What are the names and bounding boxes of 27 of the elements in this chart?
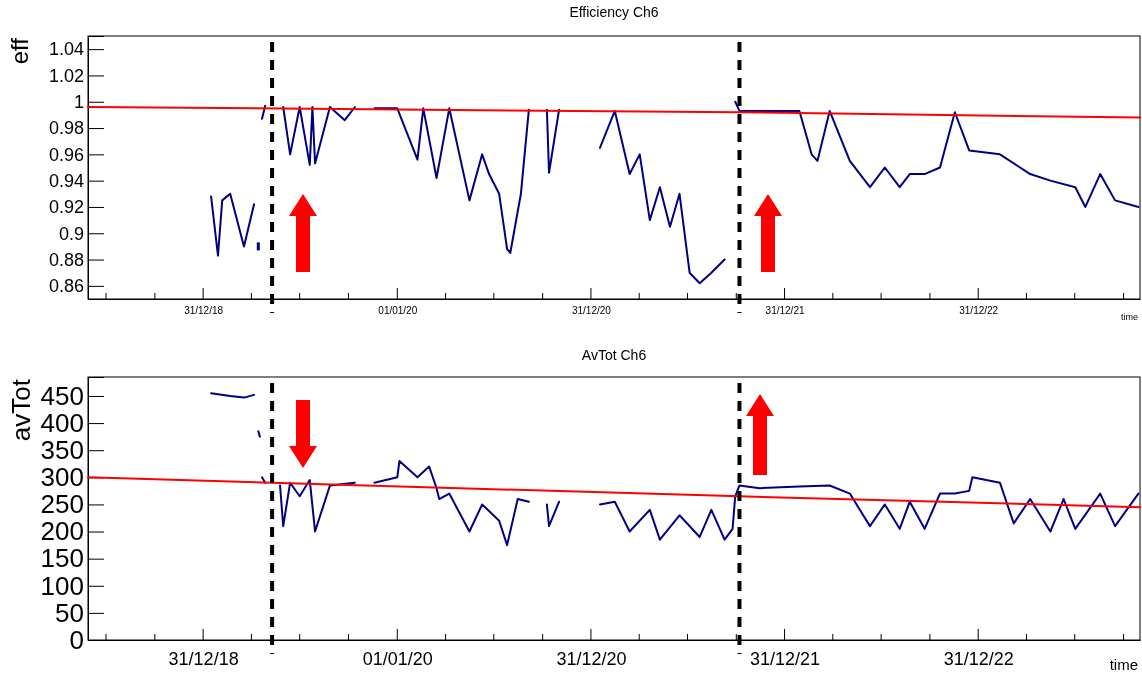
- y-tick-label: 0.86: [48, 276, 84, 297]
- y-tick-label: 1.02: [48, 65, 84, 86]
- y-axis-title: eff: [6, 37, 33, 65]
- chart-title: Efficiency Ch6: [569, 4, 659, 20]
- x-axis-title: time: [1120, 312, 1138, 322]
- line-series: [87, 476, 1141, 509]
- y-tick-label: 0.98: [48, 118, 84, 139]
- x-tick-label: 31/12/20: [571, 305, 612, 316]
- x-tick-label: 31/12/21: [765, 305, 805, 316]
- x-tick-label: 31/12/18: [184, 305, 224, 316]
- y-tick-label: 0.88: [48, 249, 84, 270]
- x-tick-label: 31/12/21: [750, 648, 821, 669]
- y-tick-label: 0.92: [48, 197, 84, 218]
- y-tick-label: 1.04: [48, 39, 84, 60]
- y-tick-label: 1: [73, 92, 84, 113]
- y-tick-label: 0.96: [48, 144, 84, 165]
- x-tick-label: 31/12/22: [959, 305, 999, 316]
- x-tick-label: 31/12/20: [556, 648, 627, 669]
- chart-title: AvTot Ch6: [581, 347, 647, 363]
- y-tick-label: 0.9: [58, 223, 84, 244]
- x-tick-label: 01/01/20: [362, 648, 433, 669]
- x-axis-title: time: [1109, 656, 1138, 673]
- y-tick-label: 0.94: [48, 170, 84, 191]
- y-axis-title: avTot: [6, 378, 36, 442]
- x-tick-label: 01/01/20: [378, 305, 418, 316]
- x-tick-label: 31/12/18: [168, 648, 239, 669]
- x-tick-label: 31/12/22: [943, 648, 1014, 669]
